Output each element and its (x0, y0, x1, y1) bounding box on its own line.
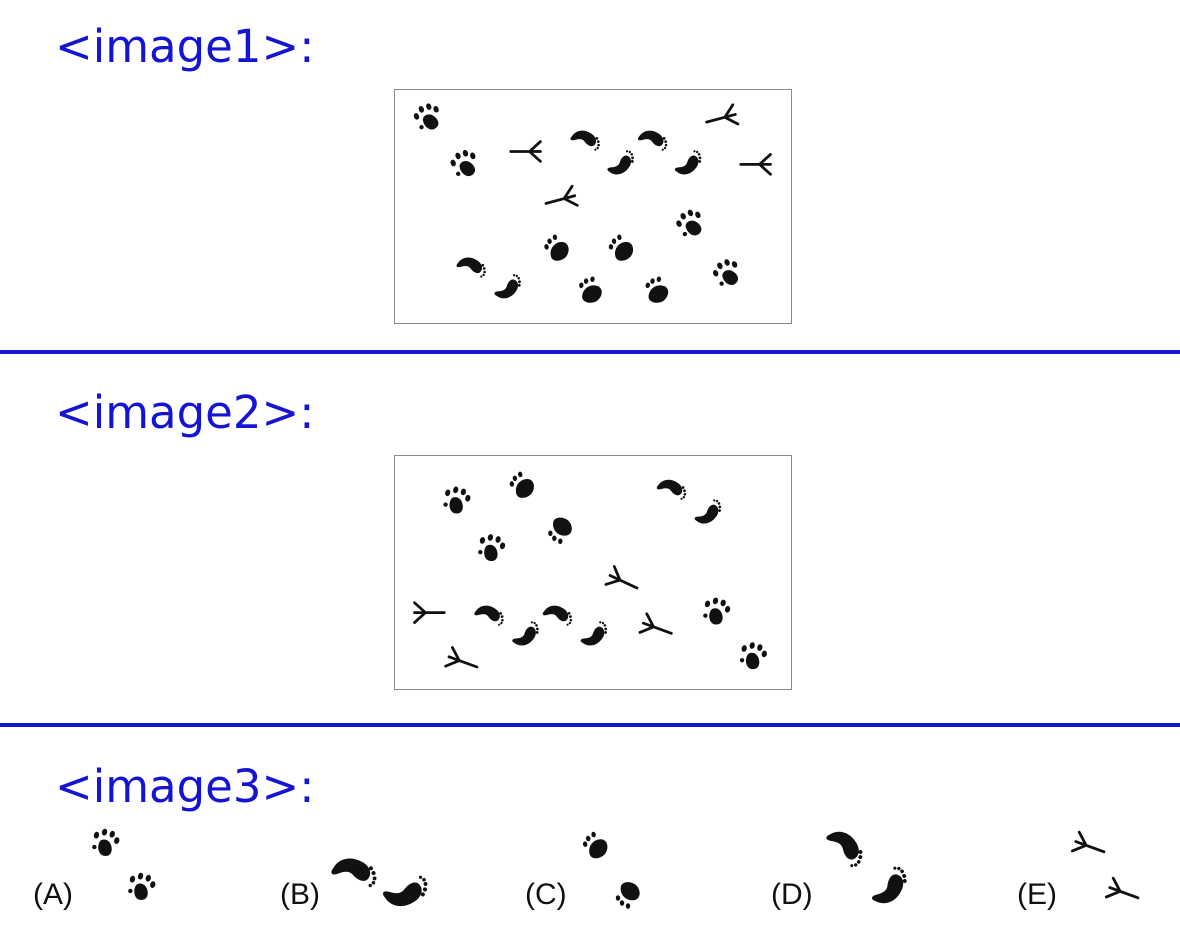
image1-panel (394, 89, 792, 324)
divider-2 (0, 723, 1180, 727)
option-e-label: (E) (1017, 878, 1057, 911)
divider-1 (0, 350, 1180, 354)
option-a-paw-print-pair-icon (80, 822, 170, 914)
option-c-label: (C) (525, 878, 567, 911)
option-b-human-footprint-pair-icon (322, 845, 442, 915)
section-image3-label: <image3>: (55, 760, 315, 813)
image2-tracks-graphic (413, 469, 769, 678)
image2-panel (394, 455, 792, 690)
option-a-label: (A) (33, 878, 73, 911)
option-d-label: (D) (771, 878, 813, 911)
image1-tracks-graphic (411, 100, 772, 305)
option-e-bird-track-pair-icon (1060, 822, 1150, 914)
section-image1-label: <image1>: (55, 20, 315, 73)
option-c-toe-print-pair-icon (572, 822, 662, 914)
option-d-footprint-pair-icon (816, 822, 926, 914)
option-b-label: (B) (280, 878, 320, 911)
section-image2-label: <image2>: (55, 386, 315, 439)
